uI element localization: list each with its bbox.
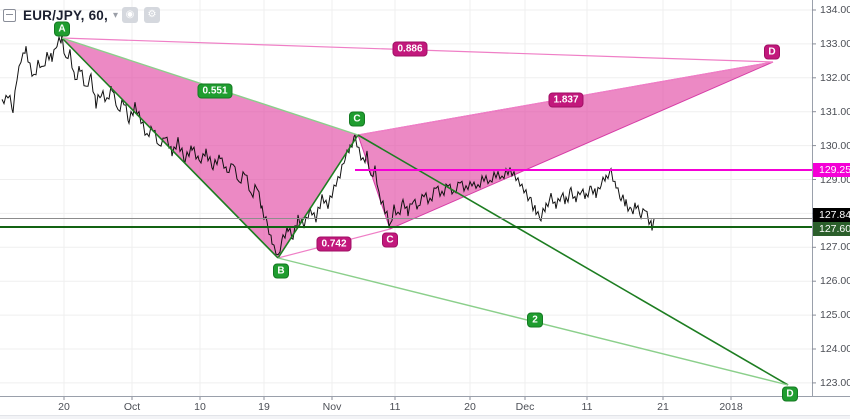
chevron-down-icon[interactable]: ▾ [112,9,118,21]
bottom-scroll-strip [0,415,850,419]
hide-indicator-eye-icon[interactable]: ◉ [121,7,138,23]
green-trend-line[interactable] [357,134,789,386]
pink-ratio-line[interactable] [61,37,774,63]
indicator-settings-gear-icon[interactable]: ⚙ [143,7,160,23]
price-series [1,34,655,256]
green-trend-line[interactable] [277,134,359,259]
symbol-title: EUR/JPY, 60, [23,7,108,23]
chart-legend: EUR/JPY, 60, ▾ ◉ ⚙ [3,7,160,23]
green-guide-line[interactable] [277,257,789,386]
green-trend-line[interactable] [61,37,279,259]
collapse-legend-icon[interactable] [3,8,16,22]
harmonic-triangle-fill[interactable] [62,38,358,258]
